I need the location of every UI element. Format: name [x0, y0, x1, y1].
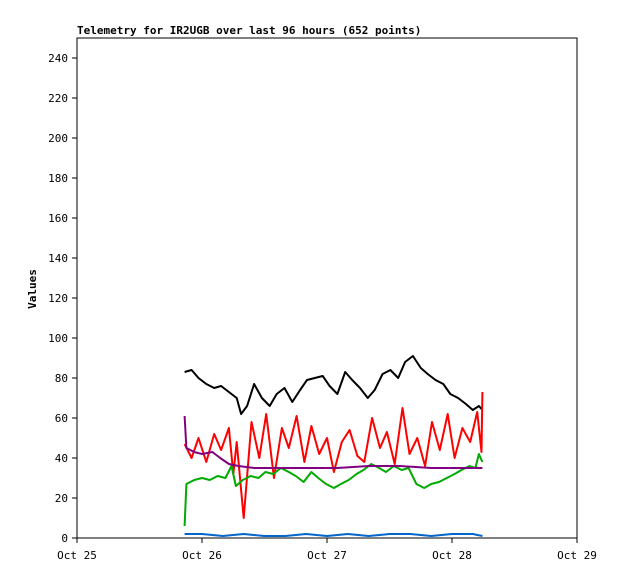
y-axis-label: Values: [26, 269, 39, 309]
x-axis-ticks: Oct 25 Oct 26 Oct 27 Oct 28 Oct 29: [57, 538, 597, 562]
series-layer: [183, 355, 484, 537]
y-tick-label: 0: [61, 532, 68, 545]
x-tick-label: Oct 29: [557, 549, 597, 562]
plot-frame: [76, 37, 578, 539]
y-tick-label: 40: [55, 452, 68, 465]
y-tick-label: 200: [48, 132, 68, 145]
series-line-0: [184, 355, 484, 415]
chart-title: Telemetry for IR2UGB over last 96 hours …: [77, 24, 421, 37]
y-tick-label: 60: [55, 412, 68, 425]
x-tick-label: Oct 25: [57, 549, 97, 562]
x-tick-label: Oct 28: [432, 549, 472, 562]
y-tick-label: 240: [48, 52, 68, 65]
y-tick-label: 120: [48, 292, 68, 305]
x-tick-label: Oct 26: [182, 549, 222, 562]
series-line-4: [184, 533, 483, 537]
y-axis-ticks: 0 20 40 60 80 100 120 140 160 180 200 220 240: [48, 52, 77, 545]
series-line-2: [183, 453, 484, 527]
y-tick-label: 80: [55, 372, 68, 385]
y-tick-label: 20: [55, 492, 68, 505]
y-tick-label: 160: [48, 212, 68, 225]
y-tick-label: 100: [48, 332, 68, 345]
series-line-3: [183, 415, 483, 469]
series-line-1: [183, 391, 484, 519]
y-tick-label: 140: [48, 252, 68, 265]
x-tick-label: Oct 27: [307, 549, 347, 562]
y-tick-label: 220: [48, 92, 68, 105]
y-tick-label: 180: [48, 172, 68, 185]
